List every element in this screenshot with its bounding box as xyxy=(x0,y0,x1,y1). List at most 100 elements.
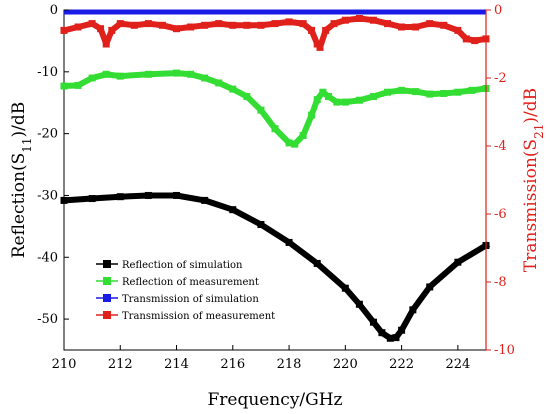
y2-tick-label: -2 xyxy=(494,71,507,86)
series-point xyxy=(398,23,406,31)
series-point xyxy=(285,18,293,26)
series-point xyxy=(426,20,434,28)
series-point xyxy=(355,15,363,22)
series-point xyxy=(271,125,279,133)
series-point xyxy=(108,26,116,34)
series-point xyxy=(88,195,96,203)
series-point xyxy=(308,26,316,34)
series-point xyxy=(454,88,462,96)
x-tick-label: 214 xyxy=(164,357,189,372)
y-axis-title: Reflection(S11)/dB xyxy=(9,102,34,259)
series-point xyxy=(187,70,195,78)
legend-label: Reflection of measurement xyxy=(122,277,259,288)
series-point xyxy=(88,74,96,82)
series-point xyxy=(60,82,68,90)
series-point xyxy=(173,191,181,199)
series-point xyxy=(454,258,462,266)
y2-tick-label: 0 xyxy=(494,3,502,18)
series-point xyxy=(341,16,349,24)
series-point xyxy=(322,26,330,34)
x-tick-label: 222 xyxy=(389,357,414,372)
series-point xyxy=(313,96,321,104)
series-point xyxy=(299,20,307,28)
series-point xyxy=(88,20,96,28)
series-0 xyxy=(60,191,491,342)
series-point xyxy=(173,69,181,77)
series-point xyxy=(229,21,237,29)
series-point xyxy=(412,23,420,31)
y2-tick-label: -10 xyxy=(494,343,515,358)
legend-marker xyxy=(103,260,111,268)
y-axis-title-sub: 11 xyxy=(20,137,34,152)
y-tick-label: -20 xyxy=(37,127,58,142)
y-axis-title-pre: Reflection(S xyxy=(9,153,29,259)
y-tick-label: -30 xyxy=(37,188,58,203)
y2-axis-title-sub: 21 xyxy=(532,124,546,139)
legend: Reflection of simulation Reflection of me… xyxy=(96,260,275,322)
series-point xyxy=(291,140,299,148)
series-point xyxy=(102,70,110,78)
series-point xyxy=(319,88,327,96)
series-point xyxy=(384,88,392,96)
series-point xyxy=(215,79,223,87)
series-point xyxy=(201,196,209,204)
series-point xyxy=(257,106,265,114)
y-tick-label: -40 xyxy=(37,250,58,265)
series-3 xyxy=(60,15,490,51)
series-point xyxy=(369,16,377,24)
y2-axis-title-post: )/dB xyxy=(521,88,541,124)
series-point xyxy=(333,98,341,106)
series-point xyxy=(116,72,124,80)
legend-marker xyxy=(103,277,111,285)
x-tick-label: 212 xyxy=(108,357,133,372)
series-point xyxy=(102,40,110,48)
series-point xyxy=(369,318,377,326)
series-point xyxy=(187,23,195,31)
series-point xyxy=(144,70,152,78)
x-tick-label: 224 xyxy=(445,357,470,372)
series-point xyxy=(369,93,377,101)
series-point xyxy=(355,300,363,308)
series-layer xyxy=(60,9,491,342)
series-point xyxy=(454,26,462,34)
series-1 xyxy=(60,69,490,148)
series-point xyxy=(144,191,152,199)
series-point xyxy=(97,25,105,33)
series-point xyxy=(440,21,448,29)
series-point xyxy=(257,21,265,29)
y-tick-label: -50 xyxy=(37,312,58,327)
series-point xyxy=(468,86,476,94)
series-line xyxy=(60,70,490,148)
series-point xyxy=(341,284,349,292)
y-tick-label: -10 xyxy=(37,65,58,80)
x-axis: 210 212 214 216 218 220 222 224 xyxy=(52,345,470,372)
legend-marker xyxy=(103,311,111,319)
y-axis-title-post: )/dB xyxy=(9,102,29,138)
series-point xyxy=(378,329,386,337)
series-point xyxy=(324,93,332,101)
legend-label: Transmission of simulation xyxy=(122,294,259,305)
series-point xyxy=(116,20,124,28)
series-point xyxy=(308,111,316,119)
series-point xyxy=(130,21,138,29)
series-point xyxy=(60,26,68,34)
series-point xyxy=(173,25,181,33)
series-point xyxy=(398,86,406,94)
series-point xyxy=(330,20,338,28)
series-point xyxy=(440,89,448,97)
series-point xyxy=(316,43,324,51)
legend-label: Transmission of measurement xyxy=(122,311,275,322)
series-point xyxy=(271,20,279,28)
series-point xyxy=(299,131,307,139)
x-tick-label: 216 xyxy=(220,357,245,372)
series-point xyxy=(243,93,251,101)
series-point xyxy=(229,85,237,93)
series-point xyxy=(398,326,406,334)
series-point xyxy=(426,90,434,98)
y2-axis-title-pre: Transmission(S xyxy=(521,139,541,272)
series-point xyxy=(384,20,392,28)
series-point xyxy=(243,21,251,29)
series-point xyxy=(386,334,394,342)
y2-tick-label: -6 xyxy=(494,207,507,222)
